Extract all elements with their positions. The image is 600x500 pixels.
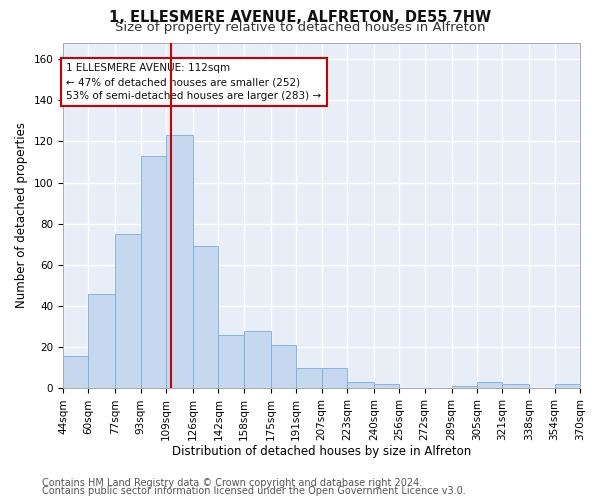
Text: Size of property relative to detached houses in Alfreton: Size of property relative to detached ho… bbox=[115, 21, 485, 34]
Text: Contains HM Land Registry data © Crown copyright and database right 2024.: Contains HM Land Registry data © Crown c… bbox=[42, 478, 422, 488]
Bar bbox=[347, 382, 374, 388]
Bar bbox=[502, 384, 529, 388]
Bar bbox=[452, 386, 477, 388]
Bar bbox=[63, 356, 88, 388]
Bar bbox=[296, 368, 322, 388]
Y-axis label: Number of detached properties: Number of detached properties bbox=[15, 122, 28, 308]
Bar bbox=[166, 135, 193, 388]
Bar bbox=[115, 234, 141, 388]
Bar bbox=[218, 335, 244, 388]
Bar bbox=[141, 156, 166, 388]
Bar bbox=[477, 382, 502, 388]
Bar bbox=[244, 331, 271, 388]
Text: 1 ELLESMERE AVENUE: 112sqm
← 47% of detached houses are smaller (252)
53% of sem: 1 ELLESMERE AVENUE: 112sqm ← 47% of deta… bbox=[66, 63, 322, 101]
Bar bbox=[374, 384, 399, 388]
Bar bbox=[88, 294, 115, 388]
Bar bbox=[271, 345, 296, 389]
Bar bbox=[554, 384, 580, 388]
X-axis label: Distribution of detached houses by size in Alfreton: Distribution of detached houses by size … bbox=[172, 444, 471, 458]
Text: Contains public sector information licensed under the Open Government Licence v3: Contains public sector information licen… bbox=[42, 486, 466, 496]
Bar bbox=[193, 246, 218, 388]
Text: 1, ELLESMERE AVENUE, ALFRETON, DE55 7HW: 1, ELLESMERE AVENUE, ALFRETON, DE55 7HW bbox=[109, 10, 491, 25]
Bar bbox=[322, 368, 347, 388]
